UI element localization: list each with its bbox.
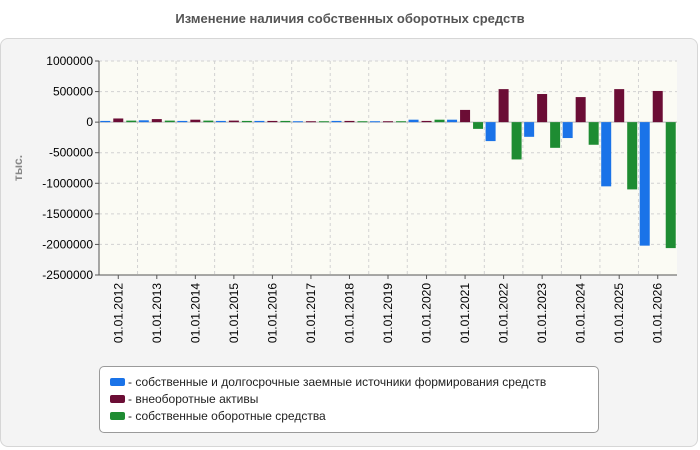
bar-series-1 — [639, 122, 650, 246]
bar-series-1 — [254, 120, 265, 123]
bar-series-2 — [652, 90, 663, 123]
legend-item: - собственные и долгосрочные заемные ист… — [100, 374, 598, 391]
bar-series-2 — [421, 120, 432, 123]
bar-series-3 — [357, 121, 368, 123]
y-tick-label: 0 — [86, 115, 93, 129]
bar-series-3 — [280, 120, 291, 123]
bar-series-3 — [665, 122, 676, 249]
x-tick-label: 01.01.2026 — [651, 283, 665, 343]
legend-label: - собственные оборотные средства — [128, 409, 326, 423]
bar-series-2 — [575, 97, 586, 123]
x-tick-label: 01.01.2018 — [342, 283, 356, 343]
bar-series-1 — [485, 122, 496, 142]
bar-series-2 — [344, 120, 355, 123]
y-tick-label: -2500000 — [42, 268, 93, 282]
bar-series-3 — [241, 120, 252, 123]
bar-series-2 — [190, 119, 201, 123]
x-tick-label: 01.01.2024 — [574, 283, 588, 343]
bar-series-2 — [460, 109, 471, 123]
bar-series-1 — [331, 120, 342, 123]
bar-series-3 — [318, 121, 329, 123]
chart-legend: - собственные и долгосрочные заемные ист… — [99, 366, 599, 433]
bar-series-2 — [498, 89, 509, 123]
legend-label: - собственные и долгосрочные заемные ист… — [128, 375, 547, 389]
legend-item: - внеоборотные активы — [100, 391, 598, 408]
bar-series-3 — [396, 121, 406, 123]
bar-series-3 — [203, 120, 214, 123]
bar-series-1 — [562, 122, 573, 139]
bar-series-2 — [267, 120, 278, 123]
legend-swatch — [110, 411, 125, 420]
y-tick-label: 1000000 — [46, 54, 93, 68]
legend-item: - собственные оборотные средства — [100, 408, 598, 425]
x-tick-label: 01.01.2012 — [111, 283, 125, 343]
bar-series-3 — [434, 119, 445, 123]
x-tick-label: 01.01.2025 — [612, 283, 626, 343]
bar-series-2 — [113, 118, 124, 123]
bar-series-3 — [473, 122, 484, 129]
x-tick-label: 01.01.2022 — [497, 283, 511, 343]
bar-series-3 — [511, 122, 522, 160]
x-tick-label: 01.01.2023 — [535, 283, 549, 343]
bar-series-1 — [100, 120, 111, 123]
x-tick-label: 01.01.2019 — [381, 283, 395, 343]
y-tick-label: -1500000 — [42, 207, 93, 221]
y-tick-label: 500000 — [53, 85, 93, 99]
bar-series-1 — [447, 119, 458, 123]
bar-series-3 — [164, 120, 175, 123]
bar-series-2 — [228, 120, 239, 123]
y-tick-label: -2000000 — [42, 237, 93, 251]
bar-series-1 — [524, 122, 535, 137]
bar-series-1 — [370, 121, 380, 123]
legend-label: - внеоборотные активы — [128, 392, 259, 406]
y-tick-label: -1000000 — [42, 176, 93, 190]
x-tick-label: 01.01.2017 — [304, 283, 318, 343]
x-tick-label: 01.01.2016 — [265, 283, 279, 343]
bar-series-2 — [151, 119, 162, 123]
x-tick-label: 01.01.2021 — [458, 283, 472, 343]
x-tick-label: 01.01.2013 — [150, 283, 164, 343]
bar-series-3 — [126, 120, 137, 123]
bar-series-2 — [305, 121, 316, 123]
bar-series-1 — [292, 121, 303, 123]
x-tick-label: 01.01.2014 — [188, 283, 202, 343]
legend-swatch — [110, 377, 125, 386]
bar-series-3 — [550, 122, 561, 148]
bar-series-2 — [537, 94, 548, 123]
bar-series-2 — [383, 121, 393, 123]
plot-area — [99, 61, 677, 275]
y-tick-label: -500000 — [49, 146, 93, 160]
x-tick-label: 01.01.2020 — [420, 283, 434, 343]
bar-series-3 — [588, 122, 599, 145]
bar-series-1 — [138, 120, 149, 123]
x-tick-label: 01.01.2015 — [227, 283, 241, 343]
bar-series-3 — [627, 122, 638, 190]
legend-swatch — [110, 394, 125, 403]
chart-title: Изменение наличия собственных оборотных … — [175, 11, 525, 26]
bar-series-1 — [177, 120, 188, 123]
bar-series-2 — [614, 89, 625, 123]
bar-series-1 — [601, 122, 612, 187]
bar-series-1 — [408, 119, 419, 123]
bar-series-1 — [215, 120, 226, 123]
y-axis-label: тыс. — [11, 155, 25, 181]
